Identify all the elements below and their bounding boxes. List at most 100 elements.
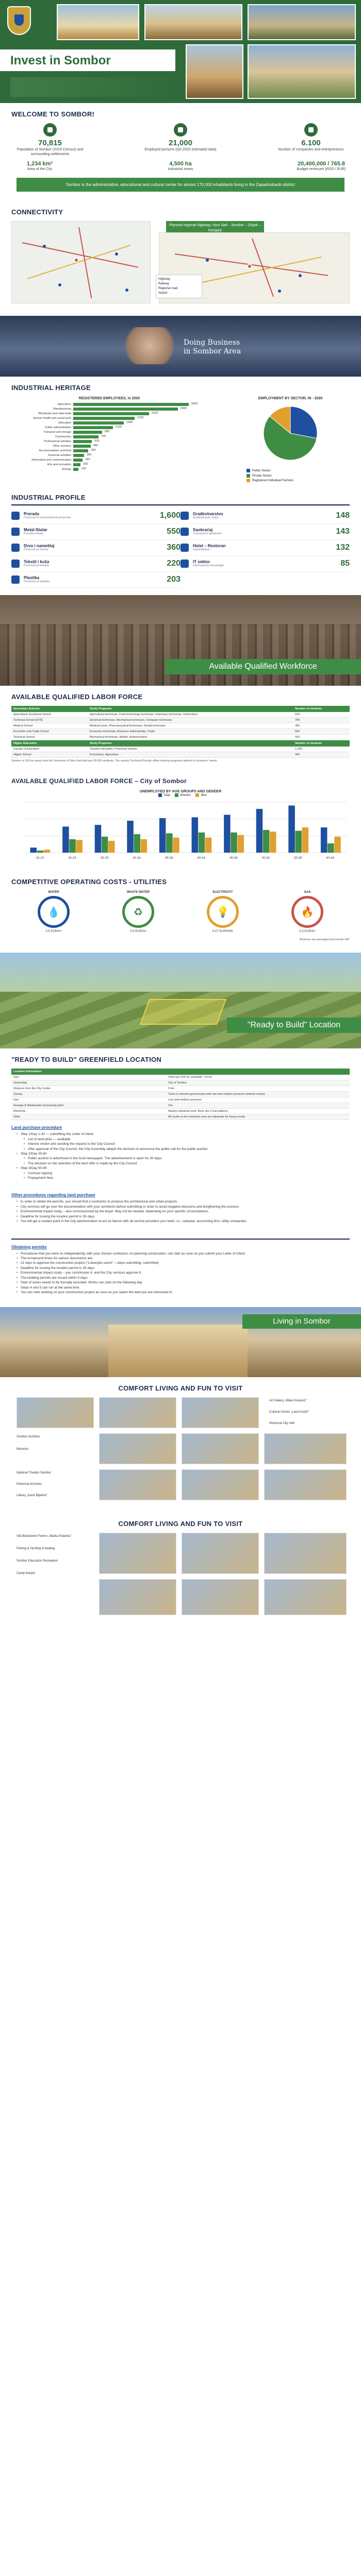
stat-card: 6.100 Number of companies and entreprene… — [272, 123, 350, 152]
profile-divider — [11, 504, 350, 506]
profile-item: Metal-Stolar Prerada metala 550 — [11, 524, 180, 540]
utility-value: 0.3 EUR/m³ — [299, 930, 316, 934]
list-item: The turnaround times for various documen… — [17, 1256, 350, 1261]
profile-text: Hotel – Restoran Ugostiteljstvo — [193, 544, 314, 551]
table-cell: Mechanical technician, Welder, Automecha… — [88, 734, 293, 740]
map-city-marker — [58, 283, 61, 287]
industry-icon — [180, 559, 189, 568]
industry-desc: Ugostiteljstvo — [193, 548, 210, 552]
list-item: Step 3/Day 60-90 — [17, 1166, 350, 1171]
bar — [73, 435, 99, 439]
profile-header: INDUSTRIAL PROFILE — [0, 490, 361, 504]
section-title: COMFORT LIVING AND FUN TO VISIT — [118, 1384, 243, 1393]
table-row: Distance from the City Center 3 km — [11, 1086, 350, 1092]
table-cell: Low and medium pressure — [166, 1097, 350, 1104]
column-bar — [224, 815, 231, 853]
waste-water-icon: ♻ — [122, 896, 154, 928]
column-header: Study Programs — [88, 740, 293, 747]
profile-text: Plastika Proizvodi od plastike — [24, 575, 144, 583]
utility-card: WATER 💧 0.5 EUR/m³ — [23, 891, 85, 934]
x-tick-label: 40-44 — [198, 857, 206, 860]
pie-slice — [263, 416, 317, 461]
list-item: After approval of the City Council, the … — [24, 1147, 350, 1152]
bar-value-label: 150 — [81, 467, 86, 471]
industry-count: 550 — [167, 527, 180, 536]
industry-count: 132 — [336, 543, 350, 552]
attraction-photo — [182, 1469, 259, 1501]
fun-section: COMFORT LIVING AND FUN TO VISIT Vilá Bez… — [0, 1513, 361, 1628]
profile-item: Hotel – Restoran Ugostiteljstvo 132 — [180, 540, 350, 556]
pie-svg — [263, 406, 318, 461]
industry-desc: Proizvodi od prehrambenih proizvoda — [24, 516, 71, 520]
attraction-caption: Historical City Hall — [269, 1422, 294, 1426]
subsection-title: Land purchase procedure — [11, 1125, 62, 1130]
attraction-caption: Camp Kanjon — [17, 1572, 36, 1575]
section-title: COMFORT LIVING AND FUN TO VISIT — [118, 1520, 243, 1528]
column-bar — [69, 839, 76, 853]
bar-label: Public administration — [45, 426, 71, 430]
bar-label: Energy — [62, 468, 71, 471]
attraction-caption: Fishing & Hunting & boating — [17, 1547, 55, 1551]
attraction-caption: Sombor Archives — [17, 1435, 40, 1439]
list-item: Public auction is advertised in the loca… — [24, 1156, 350, 1161]
table-row: Medical School Medical nurse, Pharmaceuti… — [11, 723, 350, 729]
stat-value: 4,500 ha — [169, 161, 192, 167]
x-tick-label: 45-49 — [229, 857, 238, 860]
unemployed-column-chart: 15-19 20-24 25-29 30-34 35-39 40-44 45-49 50-54… — [24, 802, 347, 860]
table-cell: Medical School — [11, 723, 88, 729]
city-building-image — [108, 1325, 248, 1378]
attraction-photo — [264, 1533, 347, 1574]
business-banner: Doing Business in Sombor Area — [0, 316, 361, 377]
column-bar — [327, 843, 334, 853]
table-cell: Ownership — [11, 1080, 166, 1087]
industry-desc: Građevinarski sektor — [193, 516, 219, 520]
attraction-photo — [182, 1433, 259, 1465]
hero-photo — [186, 44, 243, 99]
column-bar — [288, 806, 295, 853]
bar-track: 300 — [73, 453, 207, 457]
bar-value-label: 200 — [83, 463, 88, 466]
industry-count: 148 — [336, 511, 350, 520]
column-bar — [237, 835, 244, 853]
workforce-banner: Available Qualified Workforce — [0, 595, 361, 686]
hero-section: Invest in Sombor — [0, 0, 361, 103]
bar — [73, 421, 124, 425]
connectivity-section: CONNECTIVITY Planned regional highway: N… — [0, 201, 361, 311]
section-title: INDUSTRIAL PROFILE — [11, 493, 86, 501]
industry-icon — [180, 527, 189, 536]
attraction-caption: Vilá Bezdanom Ferenc „Bačka Palanka" — [17, 1535, 72, 1538]
stat-label: Population of Sombor (2019 Census) and s… — [17, 148, 84, 157]
legend-item: Private Sector — [247, 473, 350, 479]
industry-name: Saobraćaj — [193, 528, 213, 533]
utilities-section: COMPETITIVE OPERATING COSTS - UTILITIES … — [0, 871, 361, 948]
pie-slice — [269, 406, 291, 434]
bar-row: Professional activities 520 — [11, 439, 207, 444]
bar — [73, 426, 113, 430]
profile-item: Drvo i nameštaj Proizvodi od drveta 360 — [11, 540, 180, 556]
table-cell: Yes — [166, 1103, 350, 1109]
legend-swatch — [247, 473, 250, 478]
list-item: You can start working on your constructi… — [17, 1290, 350, 1295]
attraction-photo — [264, 1579, 347, 1616]
bar-row: Manufacturing 2900 — [11, 407, 207, 411]
bar-row: Agriculture 3200 — [11, 402, 207, 406]
list-item: The building permits are issued within 5… — [17, 1276, 350, 1281]
chart-legend: Total Women Men — [11, 793, 350, 797]
pie-legend: Public Sector Private Sector Registered … — [231, 469, 350, 483]
x-tick-label: 20-24 — [68, 857, 76, 860]
bar-value-label: 1100 — [116, 426, 122, 429]
industry-desc: Transportne djelatnosti — [193, 532, 222, 536]
column-bar — [270, 832, 276, 853]
attraction-caption: Museum — [17, 1448, 29, 1451]
table-row: Agricultural Vocational School Agricultur… — [11, 711, 350, 718]
profile-item: Tekstil i koža Proizvodi od tekstila 220 — [11, 556, 180, 572]
map-legend: Highway Railway Regional road Airport — [156, 275, 202, 299]
bar-row: Energy 150 — [11, 467, 207, 471]
table-cell: Gas — [11, 1097, 166, 1104]
bar-value-label: 480 — [93, 444, 98, 448]
bar — [73, 431, 102, 434]
table-cell: All routes in the industrial zone are ad… — [166, 1114, 350, 1121]
table-cell: 410 — [293, 734, 350, 740]
attraction-photo — [182, 1397, 259, 1429]
bar-value-label: 800 — [105, 430, 110, 434]
